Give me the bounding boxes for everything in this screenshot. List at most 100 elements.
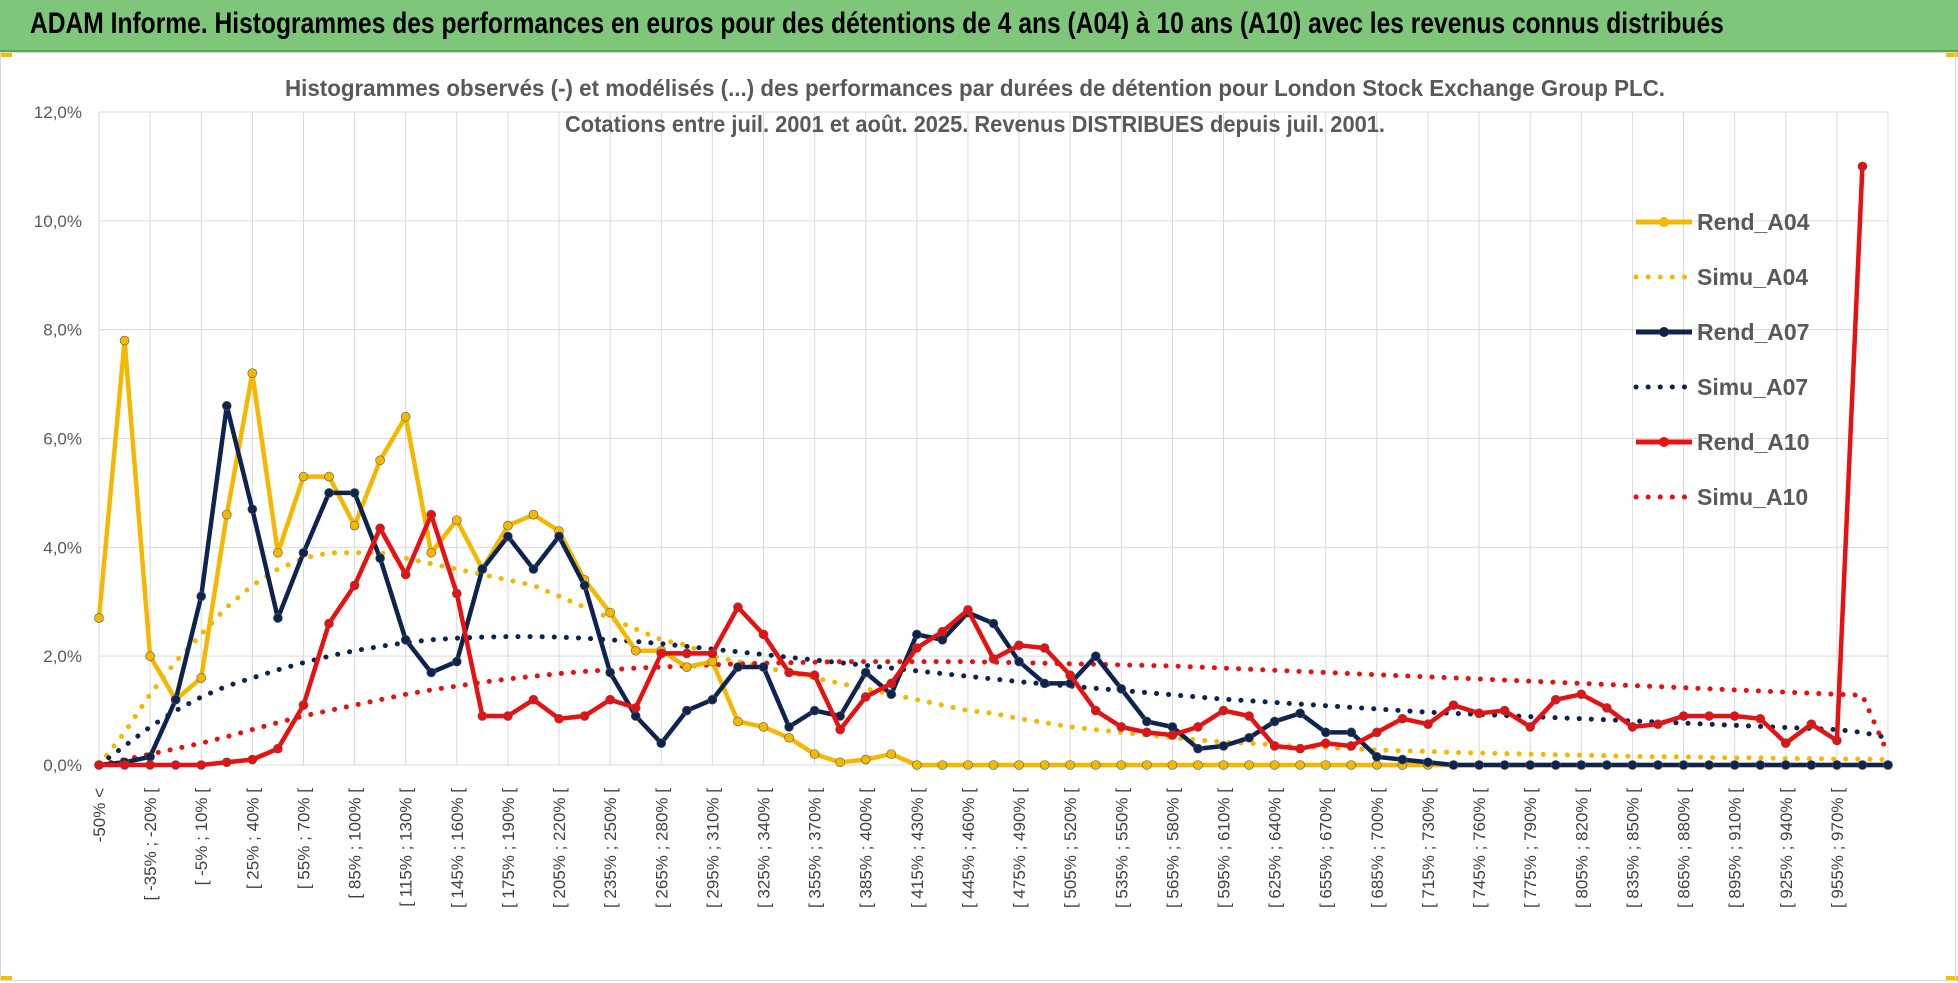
legend-marker-rend-a07 — [1659, 327, 1669, 337]
data-point-rend-a07 — [886, 689, 897, 700]
data-point-rend-a07 — [1883, 760, 1893, 770]
series-line-rend-a07 — [98, 403, 1888, 768]
data-point-rend-a10 — [1499, 705, 1510, 716]
data-point-rend-a10 — [298, 700, 309, 710]
data-point-rend-a07 — [1320, 727, 1331, 738]
corner-mark — [0, 52, 12, 57]
data-point-rend-a10 — [1244, 711, 1254, 721]
data-point-rend-a04 — [1142, 760, 1152, 770]
data-point-rend-a04 — [1116, 760, 1127, 770]
data-point-rend-a10 — [1576, 689, 1587, 700]
corner-mark — [0, 976, 12, 981]
data-point-rend-a07 — [1142, 716, 1152, 727]
data-point-rend-a07 — [988, 618, 999, 629]
data-point-rend-a10 — [1857, 161, 1868, 172]
data-point-rend-a07 — [1602, 760, 1612, 770]
x-tick-label: [ 55% ; 70% [ — [294, 788, 313, 889]
chart-title: Histogrammes observés (-) et modélisés (… — [285, 75, 1665, 101]
data-point-rend-a10 — [400, 569, 411, 580]
data-point-rend-a10 — [1218, 705, 1229, 716]
data-point-rend-a10 — [1832, 735, 1842, 746]
data-point-rend-a07 — [1397, 754, 1408, 765]
histogram-chart: Histogrammes observés (-) et modélisés (… — [34, 75, 1893, 908]
data-point-rend-a07 — [145, 752, 155, 762]
data-point-rend-a07 — [273, 613, 283, 623]
data-point-rend-a10 — [477, 711, 488, 721]
data-point-rend-a07 — [554, 531, 564, 542]
data-point-rend-a04 — [349, 520, 360, 531]
data-point-rend-a04 — [682, 662, 692, 672]
data-point-rend-a07 — [170, 694, 181, 705]
data-point-rend-a04 — [809, 749, 820, 759]
x-tick-label: [ 865% ; 880% [ — [1675, 788, 1694, 908]
data-point-rend-a10 — [1627, 722, 1638, 732]
y-tick-label: 12,0% — [34, 103, 82, 122]
data-point-rend-a07 — [1039, 678, 1050, 689]
data-point-rend-a10 — [1550, 694, 1561, 705]
x-tick-label: [ 475% ; 490% [ — [1010, 788, 1029, 908]
chart-series — [94, 161, 1893, 770]
data-point-rend-a10 — [375, 523, 385, 534]
corner-mark — [1946, 976, 1958, 981]
data-point-rend-a10 — [1320, 738, 1331, 749]
x-tick-label: [ 595% ; 610% [ — [1215, 788, 1234, 908]
data-point-rend-a07 — [860, 667, 871, 678]
data-point-rend-a04 — [630, 645, 641, 656]
data-point-rend-a04 — [1320, 760, 1331, 770]
data-point-rend-a04 — [375, 455, 385, 466]
data-point-rend-a10 — [963, 605, 973, 615]
data-point-rend-a04 — [1065, 760, 1075, 770]
report-banner: ADAM Informe. Histogrammes des performan… — [0, 0, 1958, 52]
data-point-rend-a10 — [835, 724, 845, 735]
x-tick-label: [ 355% ; 370% [ — [806, 788, 825, 908]
data-point-rend-a10 — [1295, 743, 1305, 754]
x-tick-label: [ 265% ; 280% [ — [652, 788, 671, 908]
data-point-rend-a07 — [1729, 760, 1740, 770]
data-point-rend-a04 — [273, 547, 283, 558]
data-point-rend-a10 — [528, 694, 539, 705]
x-tick-label: [ 385% ; 400% [ — [857, 788, 876, 908]
x-tick-label: [ 925% ; 940% [ — [1777, 788, 1796, 908]
x-tick-label: [ 235% ; 250% [ — [601, 788, 620, 908]
data-point-rend-a10 — [94, 760, 104, 770]
data-point-rend-a07 — [1372, 752, 1382, 762]
data-point-rend-a10 — [1167, 730, 1178, 740]
data-point-rend-a04 — [758, 722, 769, 732]
data-point-rend-a04 — [1167, 760, 1178, 770]
report-title: ADAM Informe. Histogrammes des performan… — [30, 7, 1724, 40]
data-point-rend-a04 — [963, 760, 973, 770]
x-tick-label: [ 445% ; 460% [ — [959, 788, 978, 908]
data-point-rend-a10 — [1116, 722, 1127, 732]
x-tick-label: [ 85% ; 100% [ — [346, 788, 365, 899]
data-point-rend-a10 — [1780, 738, 1791, 749]
data-point-rend-a04 — [1346, 760, 1357, 770]
data-point-rend-a04 — [247, 368, 258, 379]
data-point-rend-a10 — [1729, 711, 1740, 721]
data-point-rend-a04 — [400, 411, 411, 422]
data-point-rend-a07 — [1780, 760, 1791, 770]
data-point-rend-a07 — [1627, 760, 1638, 770]
data-point-rend-a04 — [707, 656, 718, 667]
data-point-rend-a07 — [528, 564, 539, 574]
corner-mark — [1946, 52, 1958, 57]
data-point-rend-a07 — [630, 711, 641, 721]
data-point-rend-a04 — [835, 757, 845, 768]
data-point-rend-a07 — [1550, 760, 1561, 770]
data-point-rend-a07 — [1525, 760, 1535, 770]
data-point-rend-a04 — [528, 509, 539, 520]
data-point-rend-a10 — [1678, 711, 1689, 721]
data-point-rend-a10 — [758, 629, 769, 640]
y-tick-label: 8,0% — [43, 321, 82, 340]
data-point-rend-a04 — [1372, 760, 1382, 770]
x-tick-label: [ 535% ; 550% [ — [1112, 788, 1131, 908]
data-point-rend-a04 — [605, 607, 615, 618]
data-point-rend-a10 — [1014, 640, 1024, 651]
data-point-rend-a10 — [324, 618, 334, 629]
y-tick-label: 0,0% — [43, 756, 82, 775]
data-point-rend-a04 — [988, 760, 999, 770]
y-axis-ticks: 0,0% 2,0% 4,0% 6,0% 8,0% 10,0% 12,0% — [34, 103, 82, 775]
data-point-rend-a10 — [1372, 727, 1382, 738]
data-point-rend-a07 — [1218, 741, 1229, 751]
data-point-rend-a07 — [349, 488, 360, 498]
data-point-rend-a04 — [221, 509, 232, 520]
